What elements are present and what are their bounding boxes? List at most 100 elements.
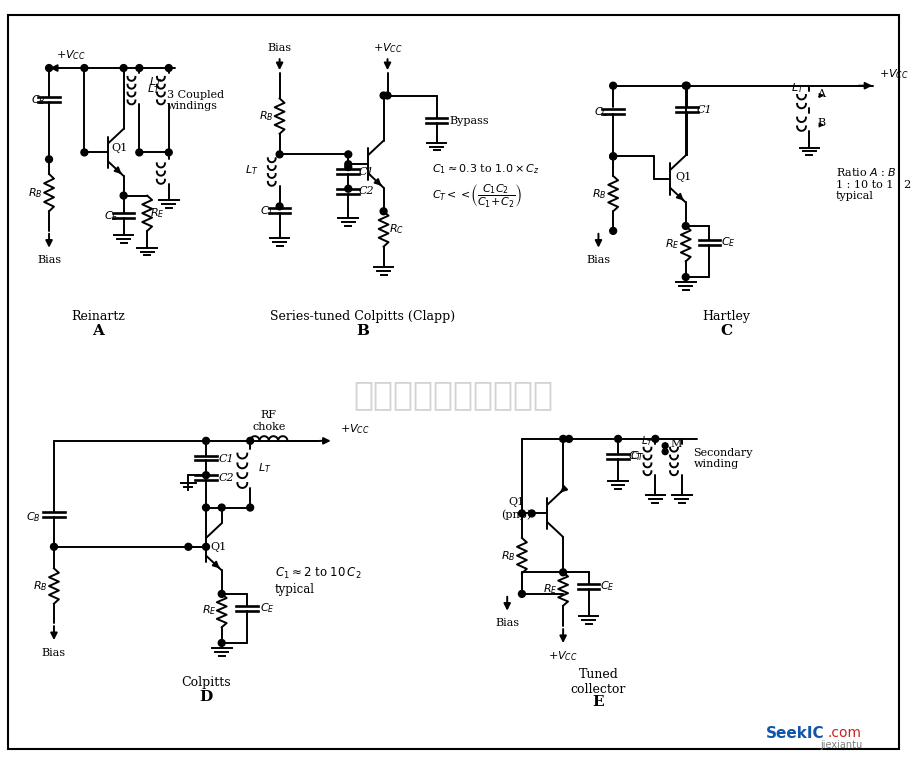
Text: $C_E$: $C_E$ [601,580,615,594]
Text: $R_B$: $R_B$ [592,187,607,200]
Text: $C_T$: $C_T$ [628,449,643,463]
Circle shape [663,443,668,449]
Text: SeekIC: SeekIC [765,725,824,741]
Circle shape [218,639,225,646]
Text: E: E [592,695,604,709]
Text: $C_T$: $C_T$ [260,204,275,218]
Text: Series-tuned Colpitts (Clapp): Series-tuned Colpitts (Clapp) [271,309,456,323]
Circle shape [165,149,172,156]
Circle shape [652,435,659,442]
Text: $L_T$: $L_T$ [640,434,653,448]
Circle shape [380,208,387,215]
Circle shape [120,192,127,199]
Text: Q1: Q1 [675,172,691,182]
Text: Bypass: Bypass [449,116,489,126]
Circle shape [51,543,57,550]
Text: Reinartz: Reinartz [71,309,125,323]
Text: Hartley: Hartley [702,309,750,323]
Circle shape [202,437,210,444]
Text: jiexiantu: jiexiantu [821,740,863,750]
Text: B: B [357,324,370,338]
Text: Colpitts: Colpitts [181,676,231,689]
Text: C1: C1 [697,104,712,115]
Circle shape [202,472,210,479]
Circle shape [560,569,566,576]
Text: $L_T$: $L_T$ [245,163,258,177]
Circle shape [684,82,690,89]
Text: $+V_{CC}$: $+V_{CC}$ [879,67,909,81]
Circle shape [518,591,526,597]
Text: $C_E$: $C_E$ [260,601,274,615]
Text: $C_E$: $C_E$ [104,209,118,223]
Text: $C_B$: $C_B$ [26,511,41,524]
Text: $R_E$: $R_E$ [543,582,558,596]
Text: $C_1 \approx 2$ to $10\,C_2$
typical: $C_1 \approx 2$ to $10\,C_2$ typical [274,566,361,596]
Text: $L_T$: $L_T$ [149,75,163,88]
Circle shape [136,149,142,156]
Text: $+V_{CC}$: $+V_{CC}$ [340,422,371,436]
Circle shape [81,149,88,156]
Circle shape [218,591,225,597]
Circle shape [610,153,616,160]
Circle shape [185,543,192,550]
Text: $+V_{CC}$: $+V_{CC}$ [372,41,402,56]
Circle shape [565,435,573,442]
Text: C: C [720,324,732,338]
Circle shape [560,435,566,442]
Circle shape [45,65,53,72]
Text: C1: C1 [359,167,373,177]
Text: $R_E$: $R_E$ [201,604,216,617]
Circle shape [345,151,352,158]
Circle shape [380,92,387,99]
Circle shape [247,437,253,444]
Text: A: A [817,88,825,98]
Circle shape [682,82,689,89]
Circle shape [345,161,352,168]
Circle shape [610,228,616,235]
Text: $R_B$: $R_B$ [33,579,47,593]
Text: $R_B$: $R_B$ [28,186,43,200]
Text: C2: C2 [219,473,235,483]
Circle shape [165,65,172,72]
Circle shape [202,543,210,550]
Text: Bias: Bias [268,43,292,53]
Text: Bias: Bias [42,648,66,658]
Text: .com: .com [827,726,861,740]
Text: 3 Coupled
windings: 3 Coupled windings [166,90,224,111]
Text: $C_1 \approx 0.3$ to $1.0\times C_z$: $C_1 \approx 0.3$ to $1.0\times C_z$ [432,162,540,176]
Text: B: B [817,118,825,128]
Text: $+V_{CC}$: $+V_{CC}$ [548,648,578,663]
Text: Ratio $A$ : $B$
1 : 10 to 1 : 2
typical: Ratio $A$ : $B$ 1 : 10 to 1 : 2 typical [836,166,911,201]
Circle shape [384,92,391,99]
Text: $R_B$: $R_B$ [259,109,274,123]
Text: $C_T$: $C_T$ [630,450,645,463]
Text: $L_T$: $L_T$ [147,82,161,95]
Text: $L_T$: $L_T$ [791,81,805,94]
Circle shape [45,156,53,163]
Text: $L_T$: $L_T$ [258,462,272,475]
Circle shape [345,185,352,192]
Circle shape [202,504,210,511]
Circle shape [682,274,689,280]
Text: C1: C1 [219,453,235,463]
Circle shape [81,65,88,72]
Text: $+V_{CC}$: $+V_{CC}$ [55,49,86,62]
Circle shape [610,153,616,160]
Text: Q1: Q1 [112,143,128,153]
Text: $C_E$: $C_E$ [721,235,736,249]
Circle shape [218,504,225,511]
Text: D: D [200,690,213,704]
Circle shape [663,449,668,455]
Circle shape [529,510,535,517]
Circle shape [247,504,253,511]
Text: Bias: Bias [587,255,611,265]
Circle shape [136,65,142,72]
Circle shape [276,151,283,158]
Text: RF
choke: RF choke [252,411,286,432]
Text: Q1: Q1 [210,542,226,552]
Circle shape [682,223,689,229]
Text: 杭州将睢科技有限公司: 杭州将睢科技有限公司 [353,378,553,411]
Text: Bias: Bias [495,618,519,629]
Text: $C_B$: $C_B$ [31,93,46,107]
Text: M: M [670,439,681,449]
